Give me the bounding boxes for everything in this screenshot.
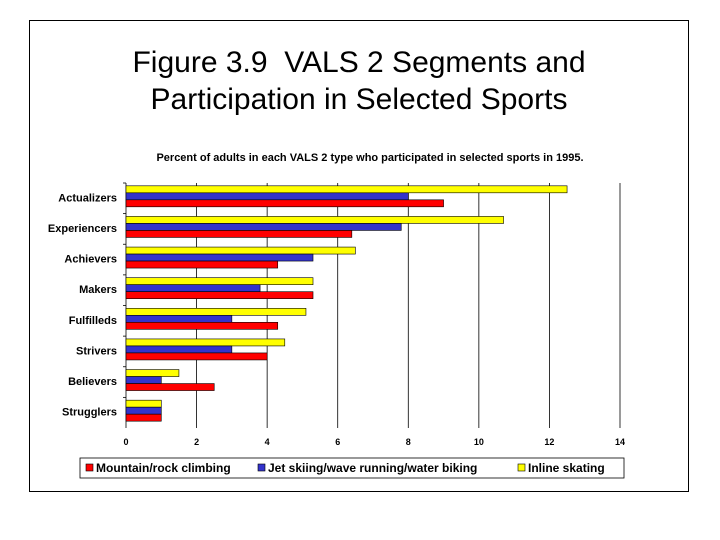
bar-makers-inline-skating bbox=[125, 277, 314, 285]
bar-strugglers-inline-skating bbox=[125, 399, 162, 408]
category-labels: Actualizers Experiencers Achievers Makers Fu… bbox=[48, 192, 117, 418]
bar-strugglers-jet-skiing-wave-running-water-biking bbox=[125, 406, 162, 415]
legend: Mountain/rock climbing Jet skiing/wave ru… bbox=[79, 457, 625, 479]
legend-label-mountain-rock-climbing: Mountain/rock climbing bbox=[96, 461, 231, 475]
bars bbox=[125, 185, 568, 422]
x-tick-label-12: 12 bbox=[544, 437, 554, 447]
legend-label-jet-skiing-wave-running-water-biking: Jet skiing/wave running/water biking bbox=[268, 461, 477, 475]
x-tick-label-10: 10 bbox=[474, 437, 484, 447]
bar-fulfilleds-jet-skiing-wave-running-water-biking bbox=[125, 315, 233, 323]
legend-label-inline-skating: Inline skating bbox=[528, 461, 605, 475]
slide-title-line-1: Figure 3.9 VALS 2 Segments and bbox=[132, 46, 586, 79]
slide-frame bbox=[29, 20, 689, 492]
bar-makers-jet-skiing-wave-running-water-biking bbox=[125, 284, 261, 292]
x-tick-labels: 0 2 4 6 8 10 12 14 bbox=[123, 437, 625, 447]
bar-believers-jet-skiing-wave-running-water-biking bbox=[125, 376, 162, 384]
bar-actualizers-jet-skiing-wave-running-water-biking bbox=[125, 192, 409, 201]
bar-strugglers-mountain-rock-climbing bbox=[125, 413, 162, 422]
category-label-achievers: Achievers bbox=[64, 254, 117, 266]
category-label-believers: Believers bbox=[68, 376, 117, 388]
legend-swatch-inline-skating bbox=[517, 463, 526, 472]
bar-actualizers-inline-skating bbox=[125, 185, 568, 194]
legend-swatch-jet-skiing-wave-running-water-biking bbox=[257, 463, 266, 472]
bar-believers-mountain-rock-climbing bbox=[125, 383, 215, 391]
bar-strivers-mountain-rock-climbing bbox=[125, 352, 268, 361]
x-tick-label-8: 8 bbox=[406, 437, 411, 447]
x-tick-label-6: 6 bbox=[335, 437, 340, 447]
bar-makers-mountain-rock-climbing bbox=[125, 291, 314, 299]
category-label-makers: Makers bbox=[79, 284, 117, 296]
chart-title: Percent of adults in each VALS 2 type wh… bbox=[156, 152, 583, 164]
x-tick-label-0: 0 bbox=[123, 437, 128, 447]
bar-actualizers-mountain-rock-climbing bbox=[125, 199, 444, 208]
x-tick-label-2: 2 bbox=[194, 437, 199, 447]
x-tick-label-14: 14 bbox=[615, 437, 625, 447]
bar-experiencers-mountain-rock-climbing bbox=[125, 230, 353, 238]
category-label-strivers: Strivers bbox=[76, 345, 117, 357]
bar-believers-inline-skating bbox=[125, 369, 180, 377]
bar-fulfilleds-mountain-rock-climbing bbox=[125, 322, 279, 330]
bar-achievers-jet-skiing-wave-running-water-biking bbox=[125, 253, 314, 262]
bar-experiencers-inline-skating bbox=[125, 216, 504, 224]
bar-strivers-jet-skiing-wave-running-water-biking bbox=[125, 345, 233, 354]
bar-strivers-inline-skating bbox=[125, 338, 286, 347]
bar-fulfilleds-inline-skating bbox=[125, 308, 307, 316]
slide-title: Figure 3.9 VALS 2 Segments and Participa… bbox=[29, 44, 689, 118]
category-label-strugglers: Strugglers bbox=[62, 407, 117, 419]
legend-swatch-mountain-rock-climbing bbox=[85, 463, 94, 472]
category-label-actualizers: Actualizers bbox=[58, 192, 117, 204]
bar-achievers-mountain-rock-climbing bbox=[125, 260, 279, 269]
x-tick-label-4: 4 bbox=[265, 437, 270, 447]
category-label-fulfilleds: Fulfilleds bbox=[69, 315, 117, 327]
legend-box bbox=[79, 457, 625, 479]
slide-title-line-2: Participation in Selected Sports bbox=[150, 83, 568, 116]
category-label-experiencers: Experiencers bbox=[48, 223, 117, 235]
bar-experiencers-jet-skiing-wave-running-water-biking bbox=[125, 223, 402, 231]
bar-achievers-inline-skating bbox=[125, 246, 356, 255]
